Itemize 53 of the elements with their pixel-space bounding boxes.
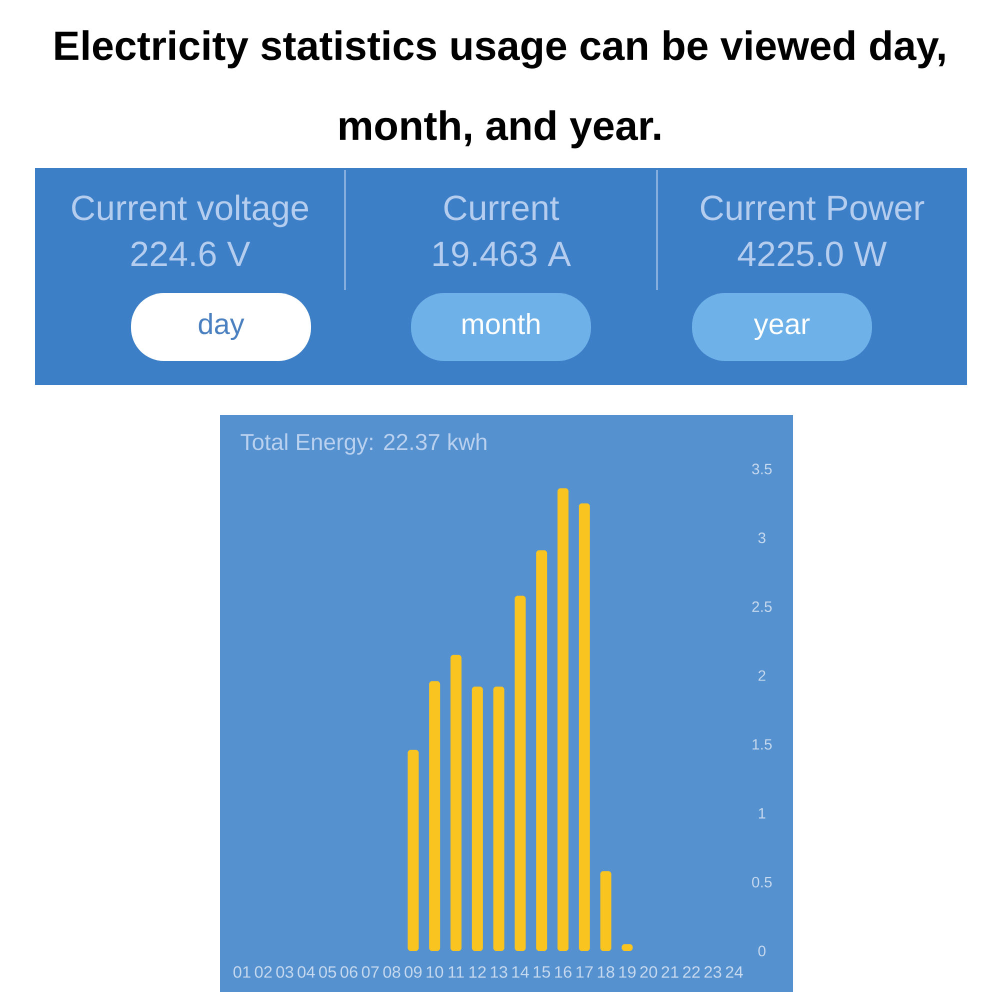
bar	[514, 596, 526, 951]
text: year	[754, 318, 810, 340]
bar	[558, 488, 569, 951]
text: Electricity statistics usage can be viewed day, month, and year.	[55, 30, 945, 148]
bar	[578, 503, 590, 951]
x-tick-label: 11	[448, 966, 464, 978]
y-tick-label: 0	[758, 946, 766, 956]
y-tick-label: 2	[758, 670, 766, 681]
y-tick-label: 3.5	[752, 464, 772, 474]
chart-title: Total Energy: 22.37 kwh	[240, 433, 486, 455]
x-tick-label: 10	[426, 966, 444, 978]
x-tick-label: 13	[490, 966, 508, 978]
x-tick-label: 06	[340, 966, 358, 978]
x-tick-label: 12	[469, 966, 486, 978]
text: month	[462, 312, 540, 334]
x-tick-label: 15	[534, 966, 550, 978]
x-tick-label: 18	[598, 966, 614, 978]
x-tick-label: 22	[683, 966, 700, 978]
x-tick-label: 14	[512, 966, 529, 978]
y-tick-label: 2.5	[752, 601, 772, 612]
bar	[472, 686, 483, 951]
x-tick-label: 05	[319, 966, 336, 978]
y-tick-label: 1	[758, 808, 766, 818]
x-tick-label: 23	[704, 966, 722, 978]
x-tick-label: 19	[619, 966, 636, 978]
x-tick-label: 21	[662, 966, 678, 978]
x-tick-label: 07	[362, 966, 379, 978]
x-tick-label: 08	[383, 966, 400, 978]
y-tick-label: 0.5	[752, 876, 772, 888]
y-tick-label: 1.5	[752, 739, 772, 750]
text: Current	[444, 196, 560, 220]
bar	[408, 750, 419, 951]
text: 4225.0 W	[738, 242, 887, 266]
bar	[493, 686, 504, 951]
x-tick-label: 16	[555, 966, 572, 978]
x-tick-label: 17	[576, 966, 593, 978]
text: 224.6 V	[131, 242, 250, 266]
y-tick-label: 3	[758, 532, 766, 544]
bar	[429, 681, 440, 951]
x-tick-label: 01	[233, 966, 250, 978]
x-tick-label: 20	[640, 966, 658, 978]
bar	[450, 654, 462, 951]
bar	[536, 550, 548, 951]
x-tick-label: 03	[276, 966, 294, 978]
text: day	[198, 312, 244, 340]
text: 19.463 A	[434, 242, 571, 266]
x-tick-label: 09	[404, 966, 422, 978]
x-tick-label: 04	[298, 966, 315, 978]
x-tick-label: 02	[254, 966, 272, 978]
text: Current voltage	[72, 194, 308, 228]
text: Current Power	[700, 196, 924, 220]
x-tick-label: 24	[726, 966, 743, 978]
bar	[600, 871, 612, 951]
